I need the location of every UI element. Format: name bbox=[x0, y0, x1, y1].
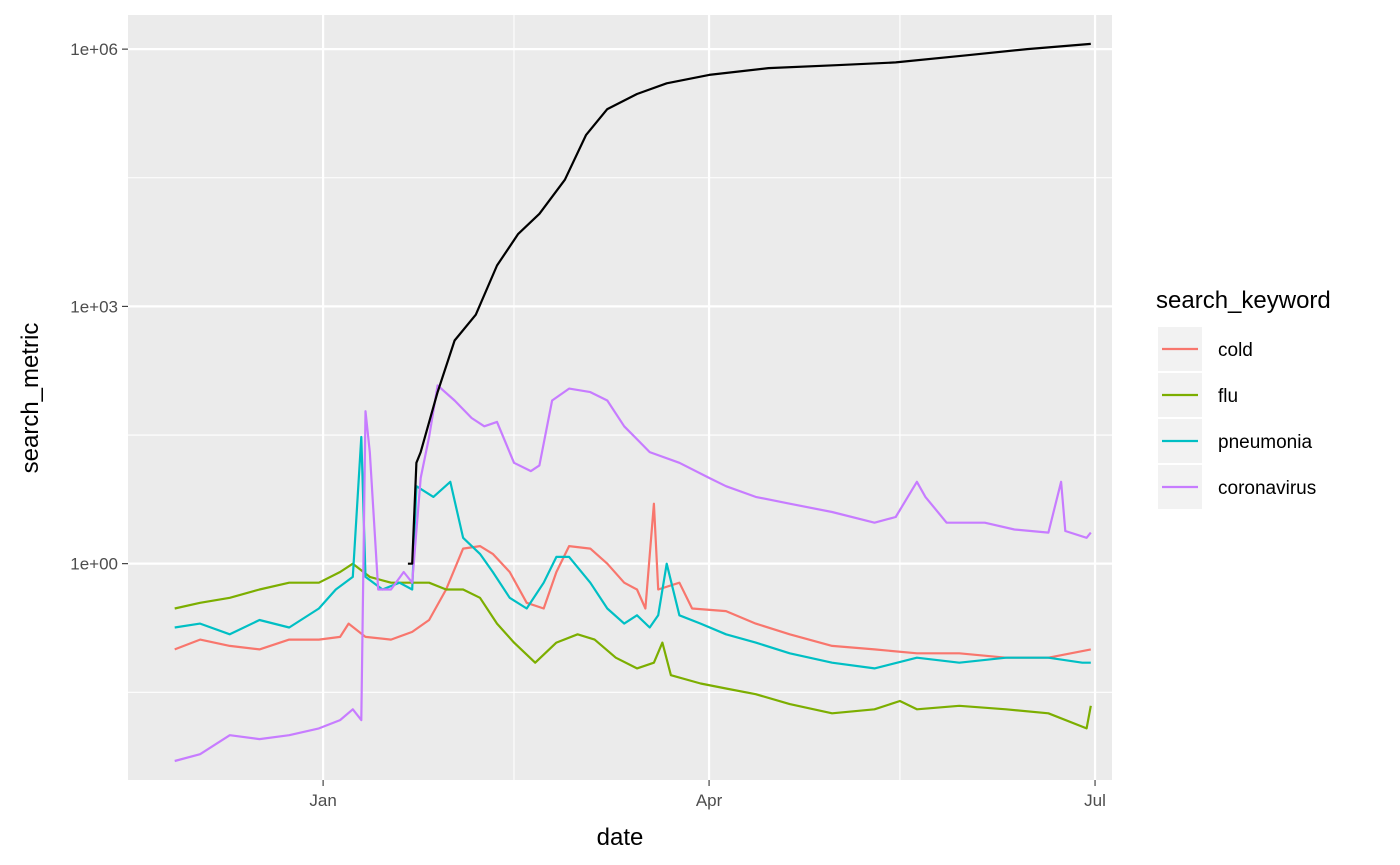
y-tick-label: 1e+03 bbox=[70, 297, 118, 316]
series-layer bbox=[174, 42, 1092, 763]
series-line-cumulative bbox=[407, 42, 1091, 565]
plot-panel bbox=[128, 15, 1112, 780]
legend-label-cold: cold bbox=[1218, 340, 1253, 361]
legend-title: search_keyword bbox=[1156, 287, 1331, 314]
y-axis-title: search_metric bbox=[17, 323, 44, 474]
y-tick-label: 1e+06 bbox=[70, 40, 118, 59]
axes: 1e+00 1e+03 1e+06 Jan Apr Jul bbox=[70, 40, 1106, 810]
legend-label-pneumonia: pneumonia bbox=[1218, 432, 1312, 453]
major-grid bbox=[128, 15, 1112, 780]
x-tick-label: Apr bbox=[696, 791, 723, 810]
legend-label-flu: flu bbox=[1218, 386, 1238, 407]
legend: search_keyword cold flu pneumonia coronavir… bbox=[1156, 287, 1331, 509]
series-line-pneumonia bbox=[174, 435, 1091, 670]
series-line-flu bbox=[174, 562, 1092, 730]
x-tick-label: Jan bbox=[309, 791, 336, 810]
series-line-cold bbox=[174, 502, 1092, 659]
minor-grid bbox=[128, 15, 1112, 780]
x-axis-title: date bbox=[597, 824, 644, 851]
legend-label-coronavirus: coronavirus bbox=[1218, 478, 1316, 499]
x-tick-label: Jul bbox=[1084, 791, 1106, 810]
y-tick-label: 1e+00 bbox=[70, 555, 118, 574]
series-line-coronavirus bbox=[174, 384, 1092, 763]
